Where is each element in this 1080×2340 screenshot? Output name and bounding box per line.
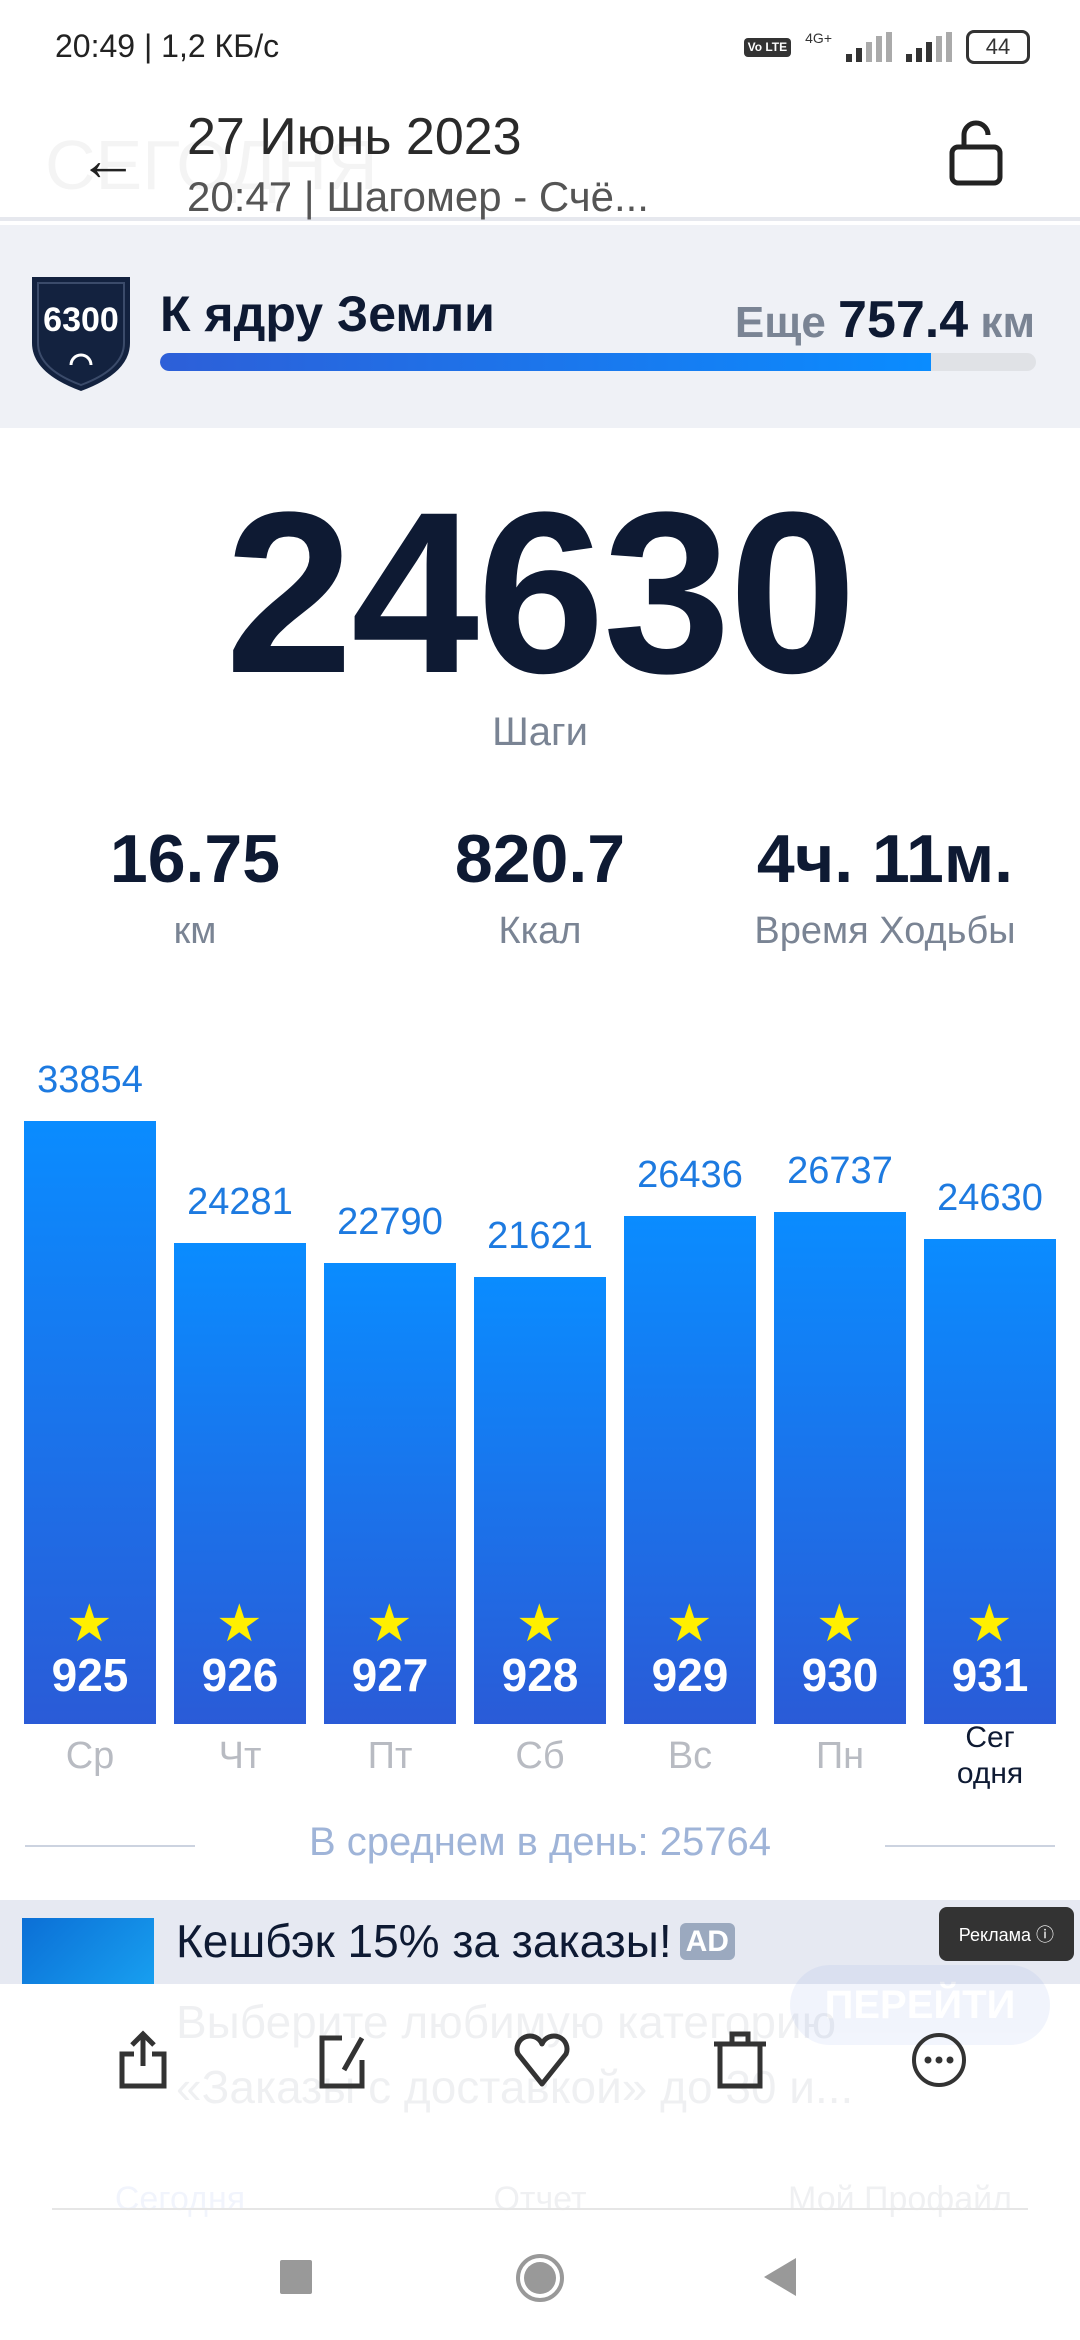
bar-value-label: 33854 — [37, 1059, 143, 1101]
ad-go-button[interactable]: ПЕРЕЙТИ — [790, 1965, 1050, 2045]
bar-value-label: 21621 — [487, 1215, 593, 1258]
bar-badge-number: 931 — [951, 1648, 1029, 1701]
more-icon[interactable] — [910, 2030, 968, 2090]
day-label: Пт — [367, 1735, 413, 1777]
bar-value-label: 26737 — [787, 1150, 893, 1193]
bar-rect — [24, 1121, 156, 1724]
bar-badge-number: 927 — [351, 1648, 429, 1701]
bar-badge-number: 928 — [501, 1648, 579, 1701]
bar-value-label: 24281 — [187, 1181, 293, 1224]
battery-icon: 44 — [966, 30, 1030, 64]
star-icon: ★ — [966, 1594, 1013, 1653]
bar-value-label: 24630 — [937, 1176, 1043, 1219]
ad-image — [22, 1918, 154, 1984]
chart-bar-2[interactable]: 22790 ★ 927 — [324, 1201, 456, 1724]
back-icon[interactable] — [764, 2258, 796, 2296]
unlock-icon[interactable] — [948, 117, 1004, 187]
day-label: Ср — [65, 1735, 115, 1777]
average-steps: В среднем в день: 25764 — [308, 1820, 772, 1864]
chart-bar-4[interactable]: 26436 ★ 929 — [624, 1154, 756, 1724]
goal-name: К ядру Земли — [160, 286, 495, 342]
ad-banner[interactable]: Кешбэк 15% за заказы! AD — [0, 1900, 1080, 1984]
nav-profile[interactable]: Мой Профайл — [787, 2180, 1013, 2218]
divider — [52, 2208, 1028, 2210]
divider — [25, 1845, 195, 1847]
chart-bar-5[interactable]: 26737 ★ 930 — [774, 1150, 906, 1724]
share-icon[interactable] — [118, 2030, 168, 2090]
bar-rect — [474, 1277, 606, 1724]
back-arrow-icon[interactable]: ← — [78, 126, 138, 193]
star-icon: ★ — [816, 1594, 863, 1653]
bar-value-label: 26436 — [637, 1153, 743, 1196]
ad-text: Выберите любимую категорию — [176, 1996, 837, 2048]
header: СЕГОДНЯ ← 27 Июнь 2023 20:47 | Шагомер -… — [0, 95, 1080, 221]
signal-icon — [846, 32, 892, 62]
heart-icon[interactable] — [512, 2030, 572, 2090]
chart-bar-1[interactable]: 24281 ★ 926 — [174, 1181, 306, 1724]
goal-card[interactable]: 6300 К ядру Земли Еще 757.4 км — [0, 225, 1080, 428]
action-bar — [0, 2030, 1080, 2110]
stat-calories: 820.7 Ккал — [454, 821, 626, 952]
home-icon[interactable] — [516, 2254, 564, 2302]
nav-today[interactable]: Сегодня — [114, 2180, 246, 2218]
goal-progress-bar — [160, 353, 1036, 371]
divider — [885, 1845, 1055, 1847]
background-title: СЕГОДНЯ — [45, 125, 378, 205]
ad-badge: AD — [679, 1923, 735, 1960]
day-label: Сег одня — [956, 1721, 1024, 1790]
signal-icon — [906, 32, 952, 62]
day-label: Чт — [218, 1735, 262, 1777]
star-icon: ★ — [216, 1594, 263, 1653]
goal-progress-fill — [160, 353, 931, 371]
bar-badge-number: 929 — [651, 1648, 729, 1701]
bar-rect — [774, 1212, 906, 1724]
page-subtitle: 20:47 | Шагомер - Счё... — [187, 173, 649, 220]
goal-remaining: Еще 757.4 км — [734, 291, 1035, 349]
chart-bar-6[interactable]: 24630 ★ 931 — [924, 1177, 1056, 1724]
steps-count: 24630 — [225, 464, 857, 721]
bar-value-label: 22790 — [337, 1200, 443, 1243]
page-title: 27 Июнь 2023 — [187, 108, 522, 166]
bar-badge-number: 926 — [201, 1648, 279, 1701]
goal-badge: 6300 — [32, 277, 130, 391]
chart-bar-3[interactable]: 21621 ★ 928 — [474, 1215, 606, 1724]
star-icon: ★ — [366, 1594, 413, 1653]
star-icon: ★ — [516, 1594, 563, 1653]
volte-icon: Vo LTE — [743, 37, 792, 57]
day-label: Пн — [815, 1735, 865, 1777]
bar-rect — [174, 1243, 306, 1724]
system-nav-bar — [0, 2240, 1080, 2340]
status-time: 20:49 | 1,2 КБ/с — [55, 28, 280, 64]
chart-bar-0[interactable]: 33854 ★ 925 — [24, 1059, 156, 1724]
ad-title: Кешбэк 15% за заказы! — [176, 1915, 672, 1967]
star-icon: ★ — [66, 1594, 113, 1653]
bar-rect — [624, 1215, 756, 1724]
bar-badge-number: 930 — [801, 1648, 879, 1701]
status-bar: 20:49 | 1,2 КБ/с Vo LTE 4G+ 44 — [0, 0, 1080, 95]
day-label: Вс — [667, 1735, 713, 1777]
bar-rect — [924, 1238, 1056, 1724]
bar-rect — [324, 1262, 456, 1724]
network-type: 4G+ — [805, 30, 832, 46]
edit-icon[interactable] — [318, 2030, 368, 2090]
stat-distance: 16.75 км — [109, 821, 281, 952]
ad-label[interactable]: Реклама ⓘ — [938, 1907, 1074, 1961]
bar-badge-number: 925 — [51, 1648, 129, 1701]
badge-number: 6300 — [43, 301, 119, 339]
day-label: Сб — [515, 1735, 565, 1777]
recents-icon[interactable] — [280, 2260, 312, 2294]
trash-icon[interactable] — [712, 2030, 768, 2090]
stat-walk-time: 4ч. 11м. Время Ходьбы — [754, 821, 1016, 952]
nav-report[interactable]: Отчет — [493, 2180, 587, 2218]
steps-label: Шаги — [492, 710, 588, 754]
star-icon: ★ — [666, 1594, 713, 1653]
